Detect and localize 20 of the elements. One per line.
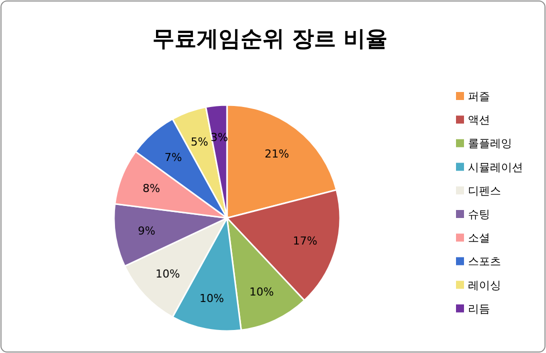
data-label: 21% [264,148,290,161]
legend-label: 소셜 [468,232,490,245]
legend-label: 레이싱 [468,278,501,292]
data-label: 10% [200,292,224,305]
legend-label: 디펜스 [468,184,501,198]
data-label: 7% [164,150,182,164]
legend-label: 롤플레잉 [468,137,512,150]
legend-label: 퍼즐 [468,90,490,103]
chart-title: 무료게임순위 장르 비율 [152,27,388,52]
data-label: 9% [138,224,156,238]
data-label: 10% [249,286,274,299]
legend-label: 슈팅 [468,208,490,221]
legend-label: 액션 [468,114,490,127]
legend-label: 시뮬레이션 [468,160,523,174]
data-label: 5% [190,135,208,148]
legend-label: 스포츠 [468,255,501,268]
data-label: 8% [142,182,160,196]
legend-label: 리듬 [468,302,490,316]
data-label: 17% [292,234,318,248]
data-label: 10% [155,268,180,281]
